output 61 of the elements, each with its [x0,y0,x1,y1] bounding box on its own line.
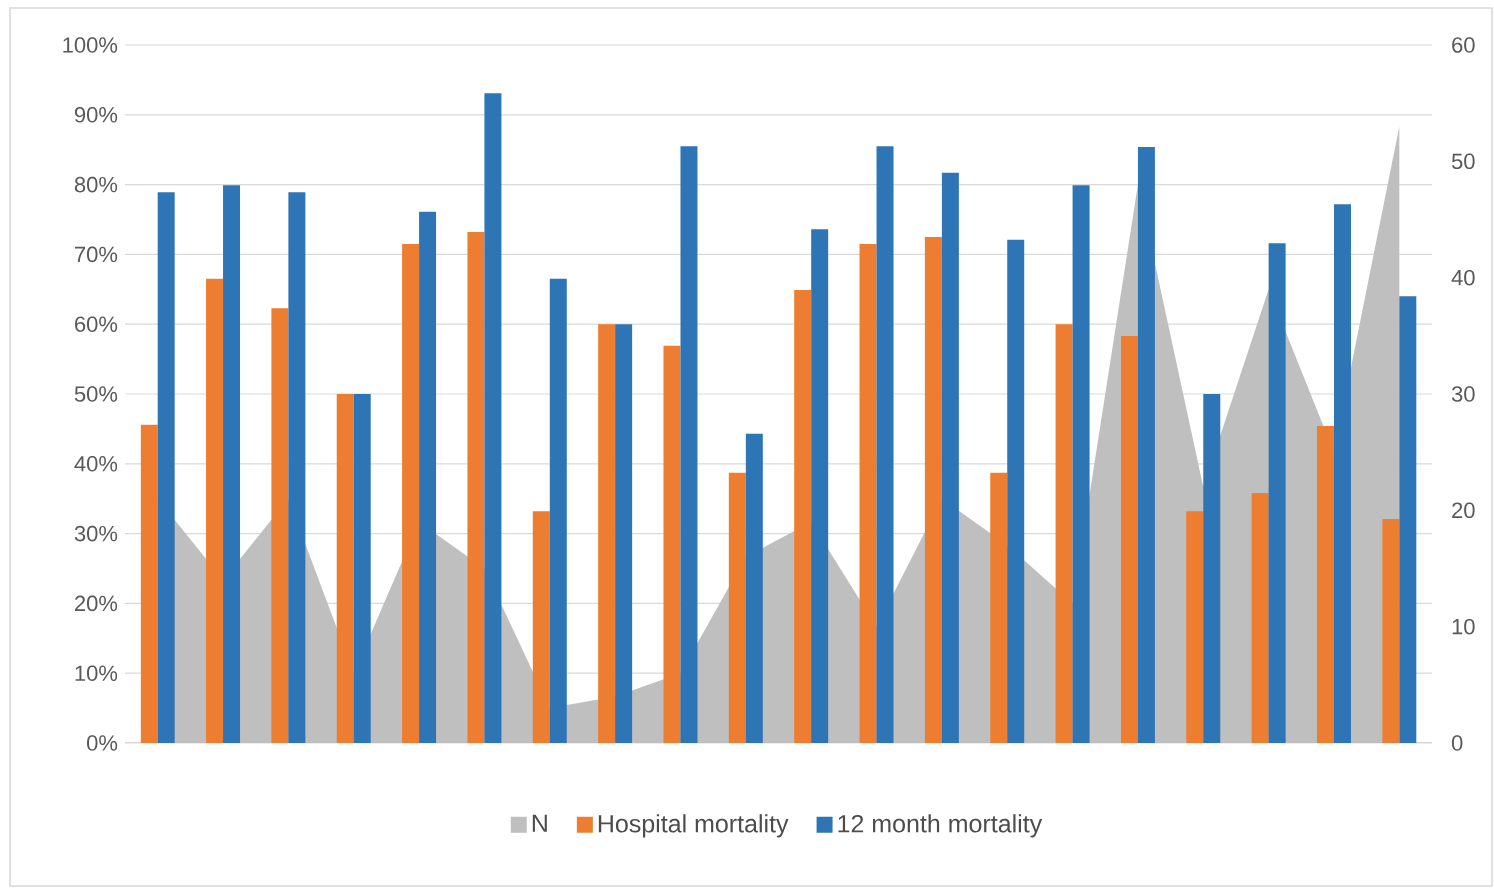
bar [1382,518,1400,743]
bar [206,278,224,743]
y-tick-label: 80% [74,176,118,193]
y-tick-label: 50% [74,386,118,402]
y-tick-label: 30% [74,525,118,542]
bar [663,345,681,743]
y-tick-label: 90% [74,107,118,123]
y-tick-label: 20% [75,595,118,612]
bar [419,211,437,743]
y2-tick-label: 40 [1451,269,1475,286]
bar [615,324,633,743]
bar [924,236,942,743]
bar [1137,146,1155,743]
bar [1072,185,1090,743]
y2-tick-label: 30 [1451,386,1475,402]
y2-tick-label: 10 [1452,618,1475,635]
bar [549,278,567,743]
bar [1186,511,1204,743]
bar [680,146,698,743]
y2-tick-label: 50 [1451,153,1475,170]
bar [1316,426,1334,743]
legend-label: Hospital mortality [598,814,789,838]
y-tick-label: 10% [75,665,118,681]
y-tick-label: 70% [75,246,118,263]
bar [467,232,485,743]
bar [859,243,877,743]
y-tick-label: 40% [74,456,118,472]
legend-label: 12 month mortality [838,814,1043,838]
bar [1251,493,1269,743]
bar [288,192,306,743]
y2-tick-label: 20 [1452,502,1475,519]
bar [876,146,894,743]
bar [745,433,763,743]
bar [336,393,354,743]
bar [140,424,158,743]
bar [1007,239,1025,743]
bar [1120,336,1138,743]
bar [941,172,959,743]
y2-tick-label: 60 [1452,37,1475,53]
bar [794,289,812,743]
y-tick-label: 100% [63,37,118,53]
bar [1203,393,1221,743]
bar [353,393,371,743]
bar [532,511,550,743]
bar [484,93,502,743]
y-tick-label: 60% [75,316,118,332]
bar [223,185,241,743]
bar [1399,296,1417,743]
legend-label: N [532,814,547,832]
bar [728,472,746,743]
bar [598,324,616,743]
bar [157,192,175,743]
bar [1333,204,1351,743]
y2-tick-label: 0 [1451,735,1463,751]
bar [990,472,1008,743]
bar [271,308,289,743]
bar [402,243,420,743]
bar [1268,243,1286,743]
bar [1055,324,1073,743]
bar [811,229,829,743]
y-tick-label: 0% [86,735,118,751]
